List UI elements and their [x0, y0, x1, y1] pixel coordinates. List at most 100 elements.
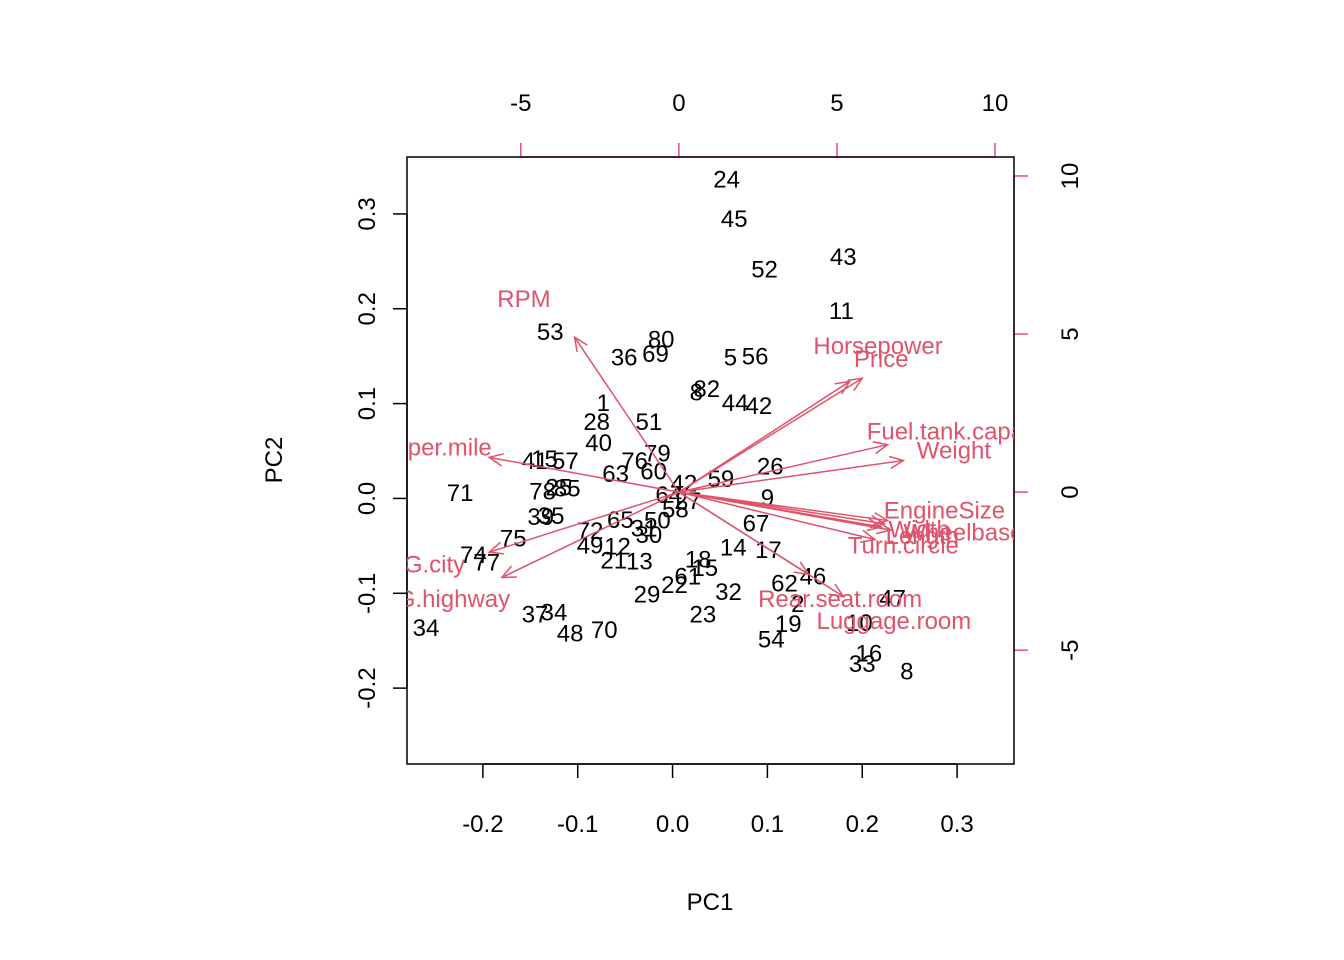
observation-label: 56 — [742, 344, 769, 371]
observation-label: 5 — [724, 345, 737, 372]
observation-label: 85 — [554, 475, 581, 502]
observation-label: 1 — [597, 390, 610, 417]
x-tick-label: 0.1 — [751, 811, 784, 838]
loading-arrow-head — [860, 529, 877, 543]
loading-label: Width — [888, 517, 949, 544]
loading-label: Rev.per.mile — [360, 434, 492, 461]
observation-label: 16 — [856, 640, 883, 667]
loading-arrow-head — [869, 514, 887, 529]
y-axis: -0.2 -0.1 0.0 0.1 0.2 0.3 — [354, 197, 408, 709]
observation-label: 23 — [690, 602, 717, 629]
observation-label: 43 — [830, 244, 857, 271]
loading-label: Wheelbase — [903, 520, 1023, 547]
loading-arrow-head — [888, 455, 906, 470]
observation-label: 17 — [755, 537, 782, 564]
observation-label: 74 — [460, 542, 487, 569]
loading-label: Price — [854, 346, 909, 373]
observation-label: 25 — [545, 475, 572, 502]
loading-arrow-head — [573, 335, 588, 353]
observation-label: 30 — [636, 522, 663, 549]
loading-arrow — [678, 491, 876, 541]
plot-frame — [406, 156, 1015, 765]
observation-label: 50 — [644, 508, 671, 535]
observation-label: 47 — [879, 585, 906, 612]
x-tick-label: 0.0 — [656, 811, 689, 838]
loading-label: Fuel.tank.capacity — [867, 419, 1060, 446]
loading-arrows — [487, 335, 906, 598]
observation-label: 29 — [634, 582, 661, 609]
loading-arrow — [501, 491, 680, 579]
loading-label: MPG.highway — [361, 586, 510, 613]
loading-label: Luggage.room — [816, 608, 971, 635]
loading-arrow — [678, 491, 885, 525]
observation-label: 33 — [849, 651, 876, 678]
observation-label: 45 — [721, 206, 748, 233]
observation-label: 11 — [829, 298, 854, 325]
loading-arrow — [488, 491, 680, 553]
observation-label: 54 — [758, 626, 785, 653]
observation-label: 80 — [648, 327, 675, 354]
x-tick-label: 0.2 — [846, 811, 879, 838]
observation-label: 76 — [621, 448, 648, 475]
top-tick-label: 10 — [982, 90, 1009, 117]
observation-label: 53 — [537, 319, 564, 346]
observation-label: 40 — [585, 430, 612, 457]
loading-label: Rear.seat.room — [758, 586, 922, 613]
observation-label: 67 — [743, 511, 770, 538]
observation-label: 60 — [640, 458, 667, 485]
observation-label: 69 — [642, 341, 669, 368]
observation-label: 14 — [720, 534, 747, 561]
observation-label: 37 — [522, 602, 549, 629]
loading-label: Turn.circle — [848, 532, 959, 559]
observation-label: 41 — [522, 448, 549, 475]
observation-label: 51 — [636, 409, 663, 436]
loading-arrow — [678, 491, 891, 531]
loading-label: Horsepower — [813, 333, 942, 360]
observation-label: 59 — [708, 466, 735, 493]
observation-label: 19 — [775, 611, 802, 638]
x-axis-title: PC1 — [687, 889, 734, 916]
loadings-top-axis: -5 0 5 10 — [510, 90, 1009, 158]
y-tick-label: 0.3 — [354, 197, 381, 230]
top-tick-label: -5 — [510, 90, 531, 117]
loading-arrow-head — [828, 583, 845, 598]
loading-label: MPG.city — [368, 551, 465, 578]
observation-label: 71 — [447, 480, 474, 507]
observation-label: 61 — [674, 564, 701, 591]
y-tick-label: 0.2 — [354, 292, 381, 325]
observation-label: 44 — [722, 390, 749, 417]
observation-label: 58 — [662, 496, 689, 523]
observation-label: 57 — [552, 448, 579, 475]
right-tick-label: -5 — [1057, 640, 1084, 661]
observation-label: 62 — [771, 570, 798, 597]
observation-label: 34 — [541, 600, 568, 627]
y-tick-label: -0.1 — [354, 573, 381, 614]
loading-arrow-head — [875, 520, 893, 535]
observation-label: 21 — [600, 548, 627, 575]
observation-label: 78 — [529, 478, 556, 505]
loading-arrow-head — [487, 541, 505, 555]
x-axis: -0.2 -0.1 0.0 0.1 0.2 0.3 — [462, 763, 974, 838]
loading-arrow — [489, 456, 680, 493]
observation-label: 75 — [500, 526, 527, 553]
loading-arrow-head — [872, 441, 890, 455]
observation-label: 70 — [591, 617, 618, 644]
observation-label: 36 — [611, 345, 638, 372]
top-tick-label: 5 — [830, 90, 843, 117]
observation-label: 28 — [583, 409, 610, 436]
observation-label: 12 — [604, 533, 631, 560]
observation-label: 13 — [626, 548, 653, 575]
loading-arrow-head — [500, 565, 517, 579]
loading-label: Length — [886, 523, 959, 550]
x-tick-label: -0.2 — [462, 811, 503, 838]
loading-arrow — [678, 377, 863, 493]
observation-label: 48 — [557, 621, 584, 648]
observation-label: 42 — [746, 393, 773, 420]
observation-label: 24 — [713, 166, 740, 193]
right-tick-label: 5 — [1057, 327, 1084, 340]
y-tick-label: -0.2 — [354, 667, 381, 708]
observation-label: 49 — [577, 532, 604, 559]
loading-label: RPM — [497, 286, 550, 313]
